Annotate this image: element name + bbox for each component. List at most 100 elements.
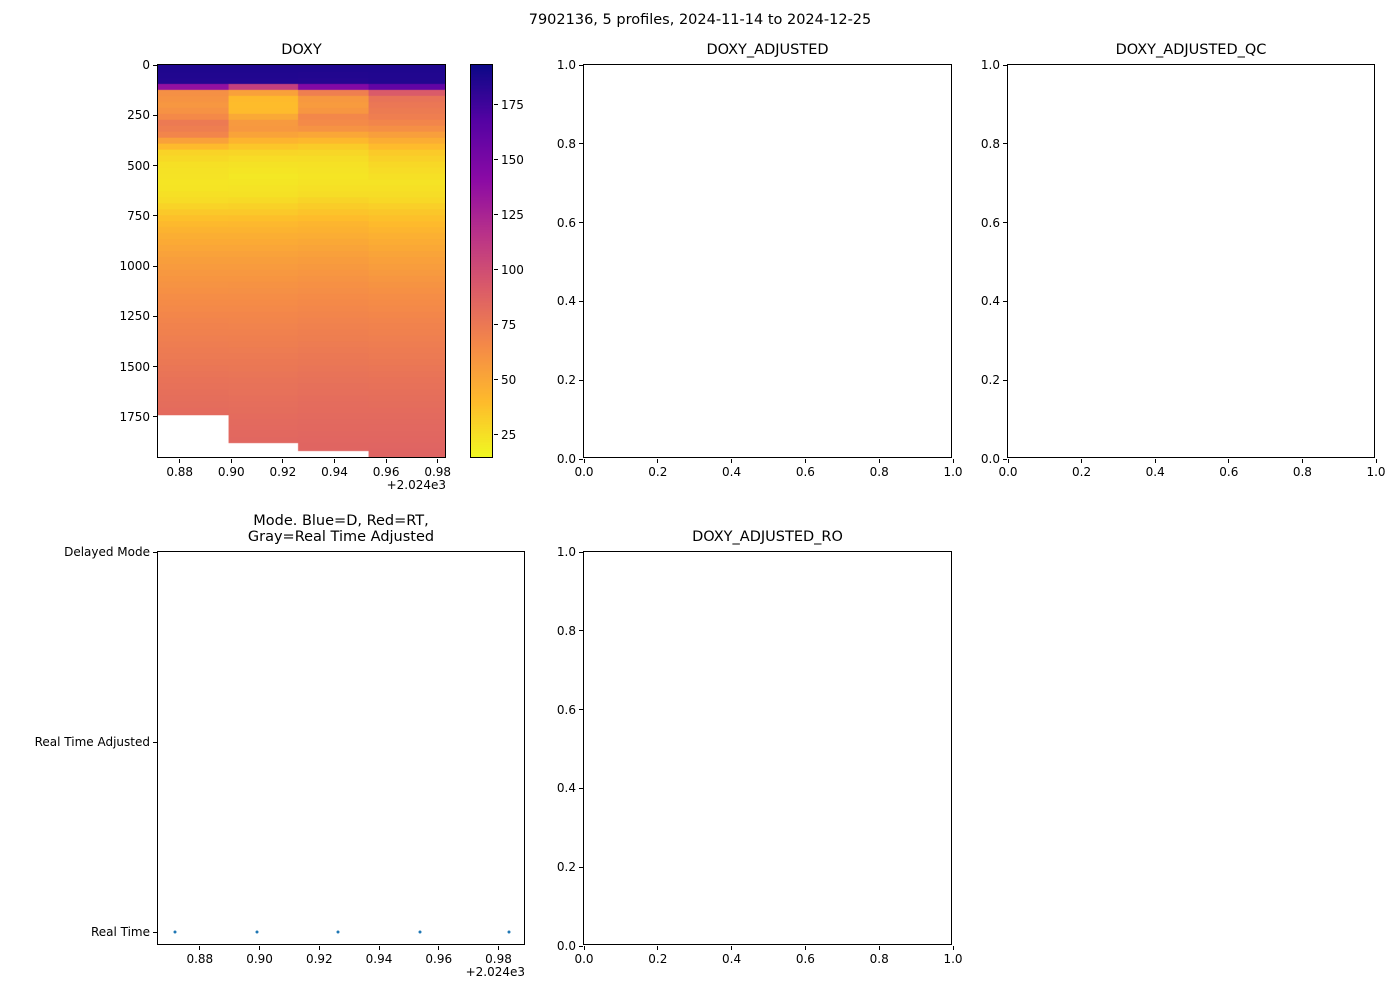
y-tick-mark [579, 222, 583, 224]
x-tick-label: 0.8 [1292, 465, 1312, 479]
x-tick-label: 0.96 [372, 465, 400, 479]
y-tick-label: 1750 [119, 409, 150, 424]
mode-data-point [336, 930, 340, 934]
x-tick-mark [952, 459, 954, 463]
colorbar-tick-mark [494, 104, 498, 106]
y-tick-label: 0.0 [556, 452, 576, 466]
x-tick-label: 0.2 [648, 952, 668, 966]
colorbar-tick-label: 25 [501, 427, 517, 442]
mode-plot-title: Mode. Blue=D, Red=RT, Gray=Real Time Adj… [157, 513, 525, 545]
colorbar: 25 50 75 100 125 150 175 [470, 64, 524, 458]
y-tick-mark [579, 551, 583, 553]
x-tick-label: 0.4 [722, 465, 742, 479]
x-tick-mark [318, 946, 320, 950]
mode-data-point [255, 930, 259, 934]
x-tick-label: 0.94 [365, 952, 393, 966]
y-tick-mark [579, 709, 583, 711]
x-tick-mark [259, 946, 261, 950]
y-tick-mark [153, 366, 157, 368]
y-tick-label: 0.8 [556, 136, 576, 151]
x-tick-mark [878, 946, 880, 950]
y-tick-label: 750 [127, 208, 150, 223]
y-tick-mark [153, 315, 157, 317]
x-tick-mark [1154, 459, 1156, 463]
y-tick-mark [1003, 64, 1007, 66]
colorbar-tick-label: 150 [501, 152, 524, 167]
y-tick-label: 0.4 [556, 781, 576, 796]
y-tick-label: 0.8 [556, 623, 576, 638]
y-tick-mark [579, 458, 583, 460]
x-tick-mark [199, 946, 201, 950]
colorbar-tick-mark [494, 159, 498, 161]
x-tick-label: 0.0 [574, 952, 594, 966]
colorbar-tick-label: 75 [501, 317, 517, 332]
x-tick-mark [804, 946, 806, 950]
y-tick-mark [153, 931, 157, 933]
y-tick-label: 250 [127, 108, 150, 123]
x-axis-offset-label: +2.024e3 [386, 478, 446, 492]
x-tick-mark [1081, 459, 1083, 463]
x-tick-label: 0.88 [166, 465, 194, 479]
colorbar-tick-label: 125 [501, 207, 524, 222]
x-tick-label: 0.8 [869, 465, 889, 479]
x-tick-label: 0.6 [1219, 465, 1239, 479]
y-tick-mark [1003, 379, 1007, 381]
x-tick-mark [1007, 459, 1009, 463]
y-tick-label: 1000 [119, 259, 150, 274]
x-axis-offset-label: +2.024e3 [465, 965, 525, 979]
y-tick-mark [153, 416, 157, 418]
x-tick-mark [1228, 459, 1230, 463]
x-tick-mark [731, 946, 733, 950]
x-tick-label: 0.8 [869, 952, 889, 966]
y-tick-mark [153, 165, 157, 166]
y-tick-label: 0.8 [980, 136, 1000, 151]
x-tick-label: 0.4 [1145, 465, 1165, 479]
y-tick-label: 1500 [119, 359, 150, 374]
x-tick-label: 0.98 [485, 952, 512, 966]
colorbar-tick-mark [494, 379, 498, 381]
x-tick-label: 0.0 [574, 465, 594, 479]
x-tick-label: 0.0 [998, 465, 1018, 479]
y-tick-mark [579, 630, 583, 632]
y-tick-label: 0.4 [556, 294, 576, 309]
x-tick-label: 1.0 [943, 952, 963, 966]
doxy-adjusted-ro-plot-title: DOXY_ADJUSTED_RO [692, 529, 843, 545]
doxy-adjusted-qc-plot-title: DOXY_ADJUSTED_QC [1115, 42, 1267, 58]
y-tick-label: 1.0 [556, 545, 576, 559]
mode-plot: 0.88 0.90 0.92 0.94 0.96 0.98 Delayed Mode Real… [35, 545, 525, 966]
y-tick-mark [579, 945, 583, 947]
y-tick-mark [153, 64, 157, 66]
x-tick-mark [282, 459, 284, 463]
colorbar-tick-mark [494, 269, 498, 271]
doxy-plot-title: DOXY [281, 42, 322, 58]
x-tick-label: 0.98 [424, 465, 452, 479]
x-tick-label: 0.6 [795, 465, 815, 479]
x-tick-mark [385, 459, 387, 463]
mode-data-point [507, 930, 511, 934]
doxy-adjusted-plot-title: DOXY_ADJUSTED [706, 42, 829, 58]
x-tick-label: 0.4 [722, 952, 742, 966]
y-tick-mark [1003, 300, 1007, 302]
y-tick-mark [1003, 458, 1007, 460]
doxy-heatmap-canvas [158, 65, 445, 457]
x-tick-label: 0.90 [246, 952, 273, 966]
y-tick-mark [579, 379, 583, 381]
y-tick-mark [153, 265, 157, 267]
y-tick-label: 0.0 [980, 452, 1000, 466]
doxy-adjusted-qc-plot: 0.0 0.2 0.4 0.6 0.8 1.0 0.0 0.2 0.4 0.6 0.8 1.0 [981, 58, 1386, 479]
y-category-label: Real Time [90, 925, 150, 940]
x-tick-label: 0.2 [648, 465, 668, 479]
figure-title: 7902136, 5 profiles, 2024-11-14 to 2024-… [528, 12, 872, 28]
colorbar-tick-mark [494, 324, 498, 326]
x-tick-label: 0.6 [795, 952, 815, 966]
x-tick-label: 0.92 [305, 952, 333, 966]
y-tick-label: 0.4 [980, 294, 1000, 309]
y-tick-label: 500 [127, 158, 150, 173]
colorbar-tick-label: 100 [501, 262, 524, 277]
mode-data-point [418, 930, 422, 934]
x-tick-mark [437, 459, 439, 463]
y-category-label: Delayed Mode [64, 545, 150, 559]
y-tick-mark [1003, 222, 1007, 224]
x-tick-mark [230, 459, 232, 463]
